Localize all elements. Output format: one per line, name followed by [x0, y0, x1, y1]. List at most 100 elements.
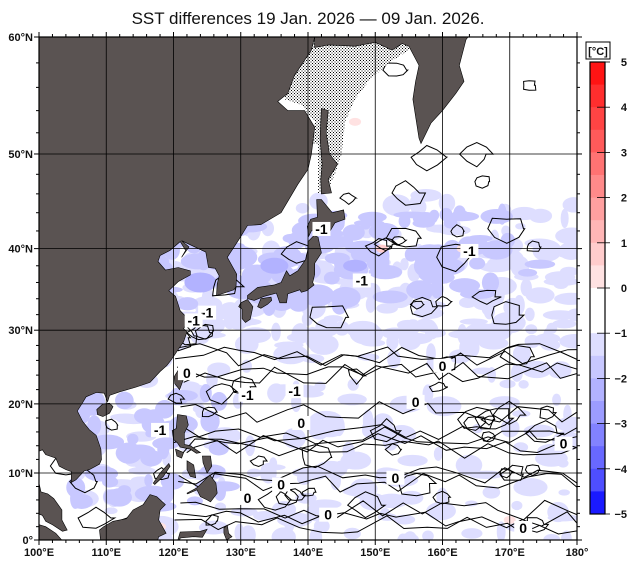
anomaly-patch	[357, 211, 387, 223]
contour-label: 0	[183, 365, 191, 381]
contour-label: -1	[187, 312, 200, 328]
contour-line	[391, 236, 408, 246]
anomaly-patch	[349, 323, 384, 345]
contour-label-bg	[514, 520, 533, 535]
anomaly-patch	[271, 527, 296, 540]
anomaly-patch	[345, 289, 355, 308]
contour-label-bg	[554, 436, 573, 451]
longitude-label: 110°E	[92, 547, 121, 559]
anomaly-patch	[524, 307, 535, 322]
colorbar-tick-label: 4	[621, 102, 628, 114]
sea-ice-okhotsk	[284, 37, 416, 194]
anomaly-patch	[128, 466, 156, 475]
contour-label: -1	[356, 272, 369, 288]
anomaly-patch	[554, 292, 577, 305]
contour-label-bg	[460, 243, 479, 258]
anomaly-patch	[89, 467, 116, 482]
contour-label: -1	[315, 221, 328, 237]
colorbar-tick-label: 1	[621, 238, 627, 250]
anomaly-patch	[70, 493, 93, 509]
contour-line	[491, 301, 526, 325]
contour-label: 0	[324, 507, 332, 523]
anomaly-patch	[274, 341, 304, 349]
anomaly-patch	[253, 510, 276, 521]
anomaly-patch	[513, 442, 529, 453]
anomaly-patch	[449, 278, 481, 293]
anomaly-patch	[282, 233, 299, 243]
contour-line	[373, 237, 399, 252]
anomaly-patch	[459, 318, 488, 325]
contour-label-bg	[319, 507, 338, 522]
contour-line	[301, 487, 317, 497]
contour-line	[463, 416, 487, 431]
contour-line	[391, 180, 427, 206]
anomaly-patch	[342, 224, 365, 241]
anomaly-patch	[442, 239, 462, 261]
colorbar-bin	[590, 242, 605, 266]
contour-label: 0	[560, 436, 568, 452]
anomaly-patch	[208, 441, 229, 456]
anomaly-patch	[380, 497, 390, 507]
anomaly-patch	[330, 286, 361, 308]
contour-line	[309, 305, 350, 329]
anomaly-patch	[555, 227, 577, 245]
contour-line	[457, 406, 496, 430]
anomaly-patch	[412, 211, 438, 226]
contour-line	[410, 144, 449, 172]
contour-line	[205, 383, 239, 405]
anomaly-patch	[296, 389, 324, 398]
contour-line	[284, 488, 307, 501]
anomaly-patch	[387, 349, 401, 369]
anomaly-patch	[525, 324, 538, 335]
contour-line	[487, 217, 526, 244]
land-areas	[39, 37, 469, 540]
contour-line	[524, 420, 565, 443]
anomaly-patch	[337, 393, 367, 406]
contour-line	[524, 464, 541, 477]
anomaly-patch	[469, 257, 486, 270]
contour-line	[176, 361, 577, 381]
warm-patch	[349, 117, 362, 126]
anomaly-patch	[430, 279, 444, 299]
contour-label: -1	[201, 305, 214, 321]
anomaly-patch	[301, 284, 335, 307]
anomaly-patch	[426, 501, 456, 521]
land-kyushu	[238, 299, 254, 323]
anomaly-patch	[230, 507, 258, 517]
anomaly-patch	[271, 322, 281, 342]
contour-label-bg	[151, 422, 170, 437]
latitude-label: 30°N	[8, 325, 33, 337]
anomaly-patch	[382, 194, 412, 217]
anomaly-patch	[295, 202, 310, 214]
contour-label: 0	[519, 520, 527, 536]
anomaly-patch	[308, 418, 330, 440]
contour-label-bg	[272, 477, 291, 492]
land-shikoku	[257, 296, 273, 309]
contour-line	[523, 80, 537, 91]
anomaly-patch	[511, 500, 523, 511]
anomaly-patch	[510, 206, 539, 221]
colorbar-bin	[590, 175, 605, 199]
anomaly-patch	[518, 379, 529, 389]
contour-line	[435, 295, 453, 307]
anomaly-patch	[433, 446, 443, 461]
land-kamchatka	[314, 37, 469, 145]
anomaly-patch	[397, 533, 419, 540]
anomaly-patch	[398, 214, 411, 229]
anomaly-patch	[127, 433, 139, 445]
anomaly-patch	[481, 272, 500, 294]
contour-label-bg	[184, 313, 203, 328]
contour-line	[179, 438, 577, 459]
anomaly-patch	[115, 391, 134, 410]
contour-line	[474, 175, 491, 189]
contour-line	[384, 443, 403, 456]
latitude-labels: 60°N 50°N 40°N 30°N 20°N 10°N 0°	[8, 32, 33, 547]
contour-label: -1	[288, 383, 301, 399]
anomaly-patch	[557, 246, 577, 259]
contour-line	[409, 296, 439, 318]
contour-label: 0	[277, 476, 285, 492]
anomaly-patch	[410, 189, 442, 202]
contour-line	[257, 488, 293, 511]
anomaly-patch	[240, 525, 256, 540]
